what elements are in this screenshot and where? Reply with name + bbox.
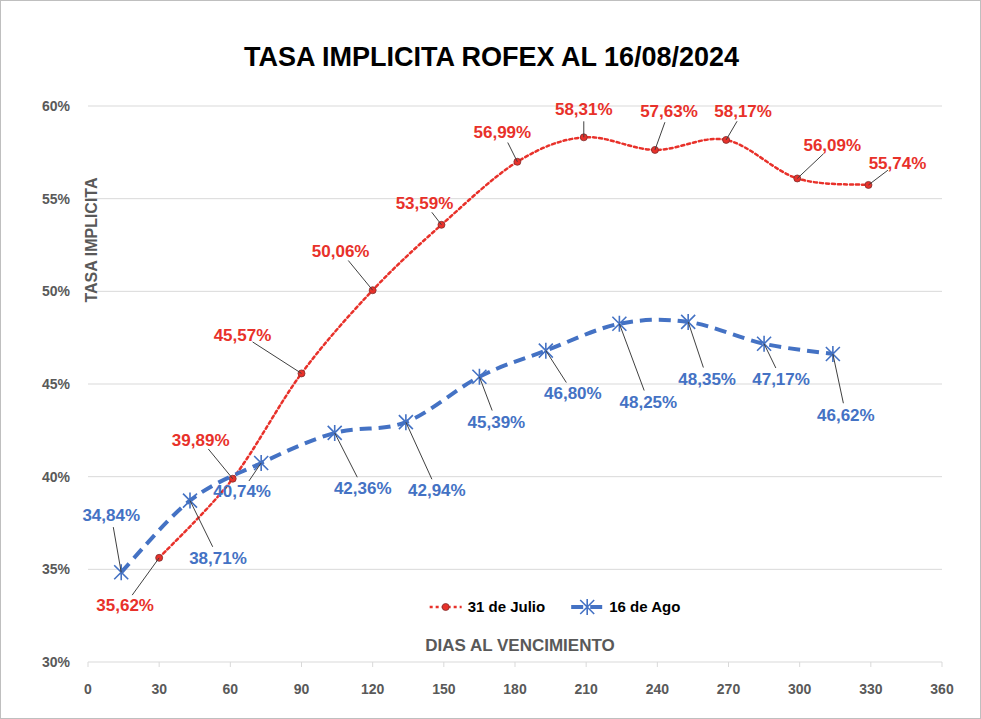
x-tick-label: 60 — [223, 681, 239, 697]
data-label: 39,89% — [172, 431, 230, 450]
x-tick-label: 210 — [574, 681, 598, 697]
grid-line — [88, 476, 942, 477]
leader-line — [619, 324, 644, 391]
legend-marker — [580, 599, 594, 615]
x-tick — [799, 662, 800, 667]
data-label: 53,59% — [396, 194, 454, 213]
data-label: 35,62% — [96, 596, 154, 615]
y-tick-label: 40% — [42, 469, 71, 485]
x-tick-label: 30 — [151, 681, 167, 697]
x-tick-label: 90 — [294, 681, 310, 697]
title: TASA IMPLICITA ROFEX AL 16/08/2024 — [244, 42, 739, 72]
grid-line — [88, 291, 942, 292]
data-label: 46,62% — [817, 406, 875, 425]
data-label: 48,35% — [678, 370, 736, 389]
data-label: 40,74% — [213, 482, 271, 501]
y-axis-title: TASA IMPLICITA — [83, 177, 100, 302]
leader-line — [348, 260, 372, 290]
data-label: 42,36% — [334, 479, 392, 498]
data-label: 45,57% — [214, 326, 272, 345]
x-tick-label: 150 — [432, 681, 456, 697]
data-label: 48,25% — [620, 393, 678, 412]
leader-line — [190, 501, 213, 547]
y-tick-label: 55% — [42, 191, 71, 207]
leader-line — [726, 121, 737, 140]
data-label: 46,80% — [544, 384, 602, 403]
data-label: 56,99% — [474, 123, 532, 142]
x-tick — [88, 662, 89, 667]
leader-line — [335, 433, 358, 477]
x-tick — [942, 662, 943, 667]
x-tick-label: 300 — [788, 681, 812, 697]
leader-line — [546, 351, 567, 383]
data-label: 45,39% — [468, 413, 526, 432]
x-tick — [159, 662, 160, 667]
x-tick-label: 240 — [646, 681, 670, 697]
leader-line — [132, 558, 159, 595]
y-tick-label: 60% — [42, 98, 71, 114]
x-tick-label: 360 — [930, 681, 954, 697]
leader-line — [833, 354, 843, 403]
leader-line — [479, 377, 492, 411]
leader-line — [655, 122, 665, 150]
x-tick — [301, 662, 302, 667]
leader-line — [432, 212, 442, 225]
data-label: 38,71% — [189, 549, 247, 568]
leader-line — [797, 154, 823, 179]
x-tick — [728, 662, 729, 667]
grid-line — [88, 106, 942, 107]
grid-line — [88, 569, 942, 570]
x-tick-label: 120 — [361, 681, 385, 697]
data-label: 34,84% — [82, 506, 140, 525]
leader-line — [208, 449, 232, 479]
data-labels: 35,62% 39,89% 45,57% 50,06% 53,59% 56,99% 58,3… — [82, 100, 926, 615]
data-label: 55,74% — [869, 154, 927, 173]
data-label: 58,17% — [714, 102, 772, 121]
leader-line — [508, 143, 518, 162]
legend: 31 de Julio 16 de Ago — [430, 598, 681, 615]
grid-line — [88, 198, 942, 199]
x-tick — [657, 662, 658, 667]
y-tick-label: 45% — [42, 376, 71, 392]
series-line — [159, 137, 868, 558]
x-tick-label: 0 — [84, 681, 92, 697]
chart: TASA IMPLICITA ROFEX AL 16/08/2024 30% 35%… — [0, 0, 981, 719]
leader-line — [583, 121, 584, 137]
x-tick — [443, 662, 444, 667]
data-label: 47,17% — [752, 370, 810, 389]
x-tick — [870, 662, 871, 667]
y-tick-label: 50% — [42, 283, 71, 299]
leader-line — [253, 342, 302, 374]
x-tick — [230, 662, 231, 667]
data-label: 56,09% — [803, 136, 861, 155]
x-tick — [515, 662, 516, 667]
data-label: 42,94% — [408, 481, 466, 500]
y-tick-label: 30% — [42, 654, 71, 670]
data-label: 58,31% — [555, 100, 613, 119]
leader-line — [764, 344, 776, 368]
x-axis-title: DIAS AL VENCIMIENTO — [425, 636, 615, 655]
x-tick-label: 180 — [503, 681, 527, 697]
leader-line — [406, 422, 432, 479]
legend-label: 16 de Ago — [609, 598, 680, 615]
y-tick-label: 35% — [42, 561, 71, 577]
leader-line — [688, 322, 703, 368]
grid-line — [88, 384, 942, 385]
leader-line — [113, 527, 121, 572]
plot-area — [114, 134, 872, 580]
x-tick — [372, 662, 373, 667]
data-label: 50,06% — [312, 242, 370, 261]
data-label: 57,63% — [640, 102, 698, 121]
legend-label: 31 de Julio — [468, 598, 546, 615]
x-tick-label: 330 — [859, 681, 883, 697]
x-tick — [586, 662, 587, 667]
leader-line — [249, 463, 261, 481]
x-tick-label: 270 — [717, 681, 741, 697]
chart-border — [1, 1, 981, 719]
series-line — [121, 320, 833, 573]
legend-marker — [442, 604, 449, 611]
